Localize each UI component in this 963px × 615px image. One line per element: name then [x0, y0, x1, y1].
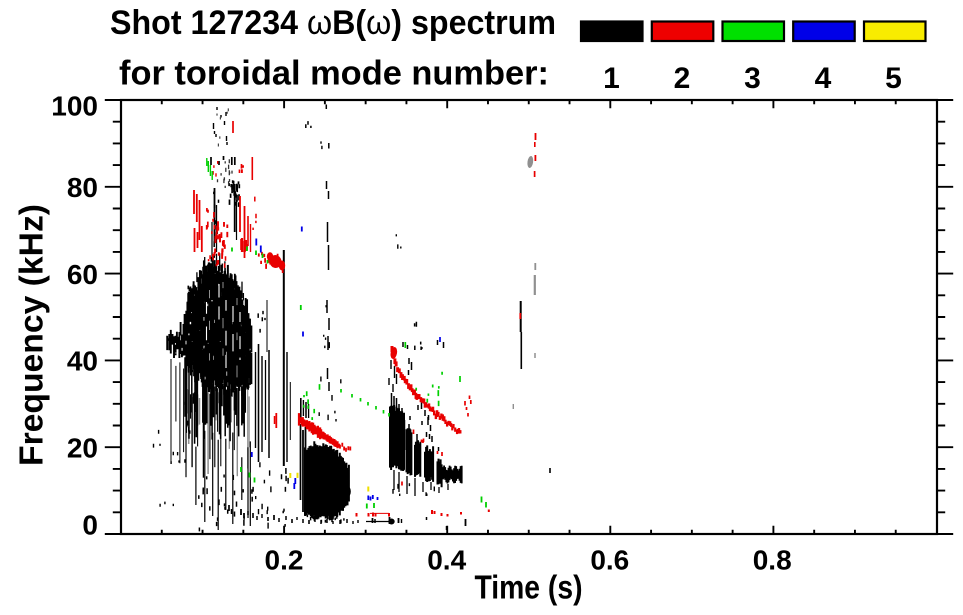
svg-text:0: 0	[82, 510, 98, 541]
svg-text:0.4: 0.4	[427, 545, 466, 576]
svg-text:5: 5	[885, 62, 902, 95]
svg-text:80: 80	[67, 172, 98, 203]
svg-text:Frequency (kHz): Frequency (kHz)	[13, 204, 50, 466]
svg-text:100: 100	[51, 90, 98, 121]
svg-text:Shot 127234 ωB(ω) spectrum: Shot 127234 ωB(ω) spectrum	[110, 4, 556, 42]
svg-text:for toroidal mode number:: for toroidal mode number:	[119, 55, 549, 93]
svg-text:4: 4	[815, 62, 832, 95]
svg-text:Time (s): Time (s)	[475, 569, 583, 606]
svg-text:60: 60	[67, 259, 98, 290]
svg-text:0.2: 0.2	[265, 545, 304, 576]
svg-text:20: 20	[67, 433, 98, 464]
svg-text:0.8: 0.8	[753, 545, 792, 576]
svg-text:2: 2	[674, 62, 691, 95]
svg-text:3: 3	[744, 62, 761, 95]
svg-text:0.6: 0.6	[590, 545, 629, 576]
svg-text:1: 1	[603, 62, 620, 95]
svg-text:40: 40	[67, 345, 98, 376]
